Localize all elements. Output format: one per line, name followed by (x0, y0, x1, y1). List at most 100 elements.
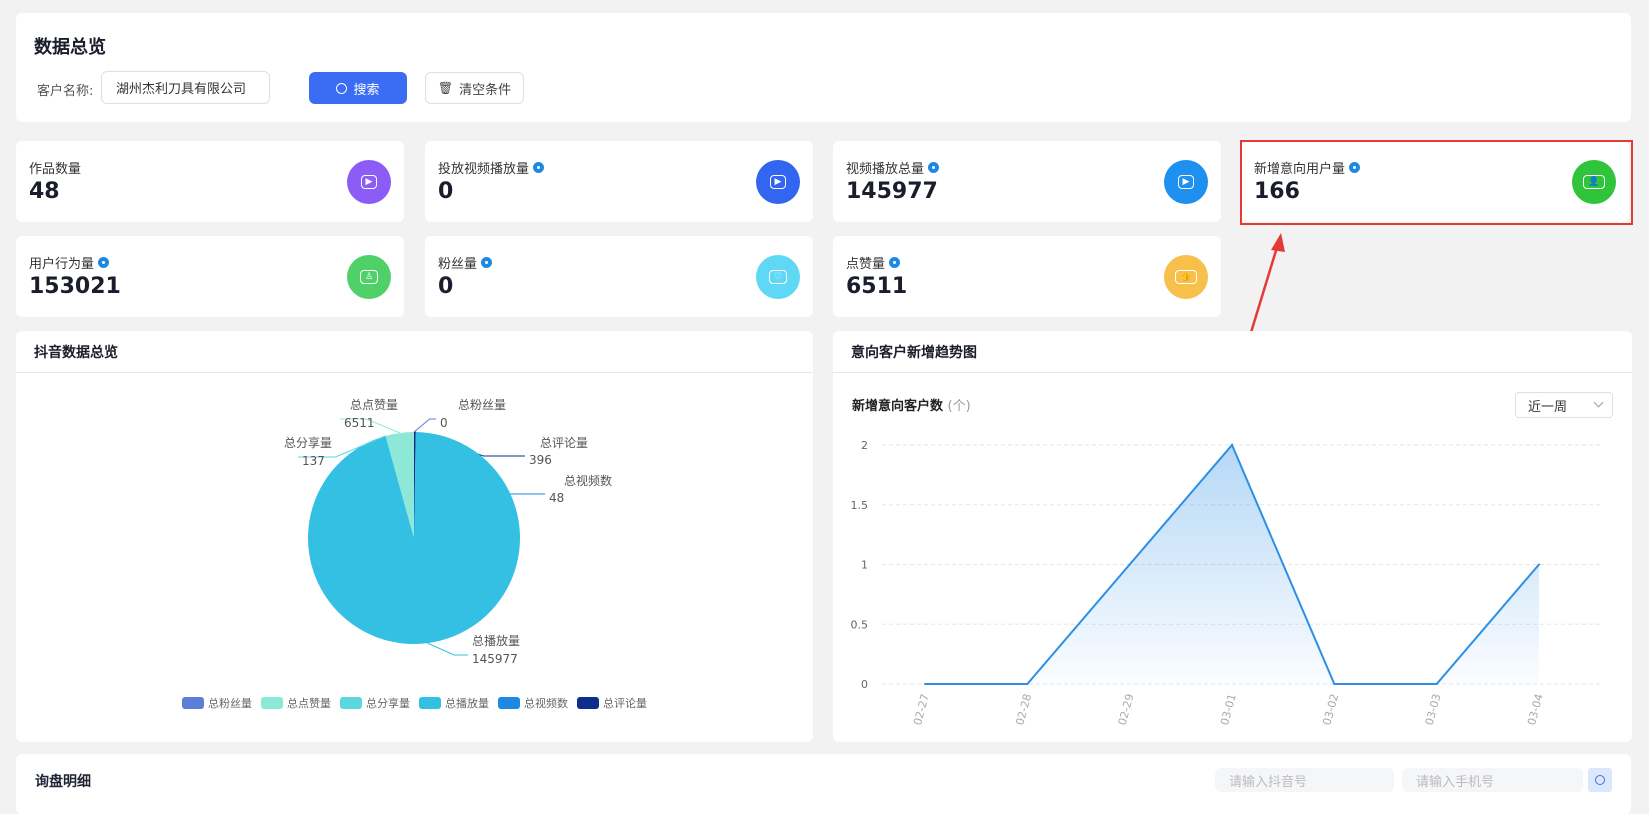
info-icon[interactable] (98, 257, 110, 268)
legend-label[interactable]: 总粉丝量 (208, 696, 252, 710)
legend-swatch[interactable] (577, 697, 599, 709)
slice-value: 396 (529, 453, 552, 467)
range-select[interactable]: 近一周 (1515, 392, 1613, 418)
x-tick-label: 03-03 (1423, 692, 1444, 726)
play-square-icon: ▶ (756, 160, 800, 204)
info-icon[interactable] (533, 162, 545, 173)
stat-label: 视频播放总量 (846, 158, 940, 177)
stat-card: 用户行为量 153021 ♙ (16, 236, 404, 317)
stat-value: 145977 (846, 179, 938, 204)
legend-swatch[interactable] (261, 697, 283, 709)
legend-swatch[interactable] (419, 697, 441, 709)
pie-slice[interactable] (308, 432, 521, 645)
thumbs-up-icon: 👍 (1164, 255, 1208, 299)
panel-title: 抖音数据总览 (16, 331, 813, 373)
video-camera-icon: ▶ (347, 160, 391, 204)
stat-label: 作品数量 (29, 158, 81, 177)
clear-button[interactable]: 🗑 清空条件 (425, 72, 524, 104)
customer-input[interactable]: 湖州杰利刀具有限公司 (101, 71, 270, 104)
info-icon[interactable] (889, 257, 901, 268)
stat-card: 视频播放总量 145977 ▶ (833, 141, 1221, 222)
slice-value: 137 (302, 454, 325, 468)
pie-slice[interactable] (386, 432, 414, 538)
stat-label-text: 作品数量 (29, 162, 82, 177)
pie-chart: 总粉丝量0总评论量396总视频数48总播放量145977总分享量137总点赞量6… (182, 398, 647, 710)
trash-icon: 🗑 (437, 81, 454, 95)
stat-label-text: 用户行为量 (29, 257, 95, 272)
chart-title-text: 新增意向客户数 (852, 399, 944, 414)
pie-slice[interactable] (414, 432, 416, 538)
slice-value: 145977 (472, 652, 518, 666)
info-icon[interactable] (481, 257, 493, 268)
data-point[interactable] (1333, 683, 1336, 685)
stat-label-text: 投放视频播放量 (438, 162, 530, 177)
slice-label: 总粉丝量 (458, 398, 506, 412)
legend-swatch[interactable] (182, 697, 204, 709)
y-tick-label: 0.5 (851, 618, 869, 631)
legend-label[interactable]: 总评论量 (603, 696, 647, 710)
data-point[interactable] (1538, 563, 1540, 566)
play-circle-icon: ▶ (1164, 160, 1208, 204)
data-point[interactable] (1231, 444, 1233, 446)
search-button[interactable]: 搜索 (309, 72, 407, 104)
legend-label[interactable]: 总点赞量 (287, 696, 331, 710)
legend-swatch[interactable] (340, 697, 362, 709)
clear-button-label: 清空条件 (459, 82, 512, 98)
info-icon[interactable] (928, 162, 940, 173)
slice-label: 总视频数 (564, 473, 612, 488)
y-tick-label: 1.5 (851, 499, 869, 512)
stat-label-text: 粉丝量 (438, 257, 478, 272)
stat-card: 新增意向用户量 166 👤 (1241, 141, 1629, 222)
stat-label: 用户行为量 (29, 253, 110, 272)
data-point[interactable] (1128, 563, 1131, 566)
inquiry-detail-panel: 询盘明细 请输入抖音号 请输入手机号 (16, 754, 1631, 814)
x-tick-label: 02-29 (1116, 692, 1137, 726)
stat-value: 166 (1254, 179, 1300, 204)
fan-user-icon: ♡ (756, 255, 800, 299)
pie-slice[interactable] (385, 435, 414, 538)
info-icon[interactable] (1349, 162, 1361, 173)
legend-label[interactable]: 总分享量 (366, 696, 410, 710)
slice-value: 0 (440, 416, 448, 430)
data-point[interactable] (1026, 683, 1029, 685)
user-icon: 👤 (1572, 160, 1616, 204)
slice-label: 总点赞量 (350, 398, 398, 412)
stat-label: 投放视频播放量 (438, 158, 545, 177)
legend-label[interactable]: 总视频数 (524, 696, 568, 710)
x-tick-label: 02-28 (1013, 692, 1034, 726)
pie-slice[interactable] (414, 432, 416, 538)
stat-card: 投放视频播放量 0 ▶ (425, 141, 813, 222)
data-point[interactable] (1435, 683, 1438, 685)
slice-label: 总分享量 (284, 435, 332, 450)
stat-value: 48 (29, 179, 60, 204)
stat-value: 6511 (846, 274, 908, 299)
data-point[interactable] (924, 683, 926, 685)
x-tick-label: 03-04 (1525, 692, 1546, 726)
label-line (427, 642, 468, 656)
stat-label-text: 点赞量 (846, 257, 886, 272)
stat-card: 作品数量 48 ▶ (16, 141, 404, 222)
stat-card: 粉丝量 0 ♡ (425, 236, 813, 317)
page-title: 数据总览 (34, 37, 106, 58)
slice-value: 48 (549, 491, 564, 505)
chart-title: 新增意向客户数 (个) (852, 395, 971, 414)
highlight-box (1240, 140, 1633, 225)
stat-label: 新增意向用户量 (1254, 158, 1361, 177)
x-tick-label: 03-01 (1218, 692, 1239, 726)
stat-value: 0 (438, 179, 454, 204)
douyin-id-input[interactable]: 请输入抖音号 (1215, 768, 1394, 792)
stat-card: 点赞量 6511 👍 (833, 236, 1221, 317)
panel-title: 询盘明细 (35, 774, 91, 790)
search-button-label: 搜索 (353, 82, 380, 98)
slice-label: 总播放量 (472, 633, 520, 648)
slice-label: 总评论量 (540, 436, 588, 450)
legend-swatch[interactable] (498, 697, 520, 709)
x-tick-label: 03-02 (1320, 692, 1341, 726)
phone-input[interactable]: 请输入手机号 (1402, 768, 1583, 792)
line-chart: 0 0.5 1 1.5 2 02-27 02-28 02-29 03-01 03-02 03-03 0… (851, 439, 1601, 727)
stat-value: 0 (438, 274, 454, 299)
range-select-value: 近一周 (1528, 399, 1568, 415)
y-tick-label: 0 (861, 678, 868, 691)
detail-search-button[interactable] (1588, 768, 1612, 792)
legend-label[interactable]: 总播放量 (445, 696, 489, 710)
